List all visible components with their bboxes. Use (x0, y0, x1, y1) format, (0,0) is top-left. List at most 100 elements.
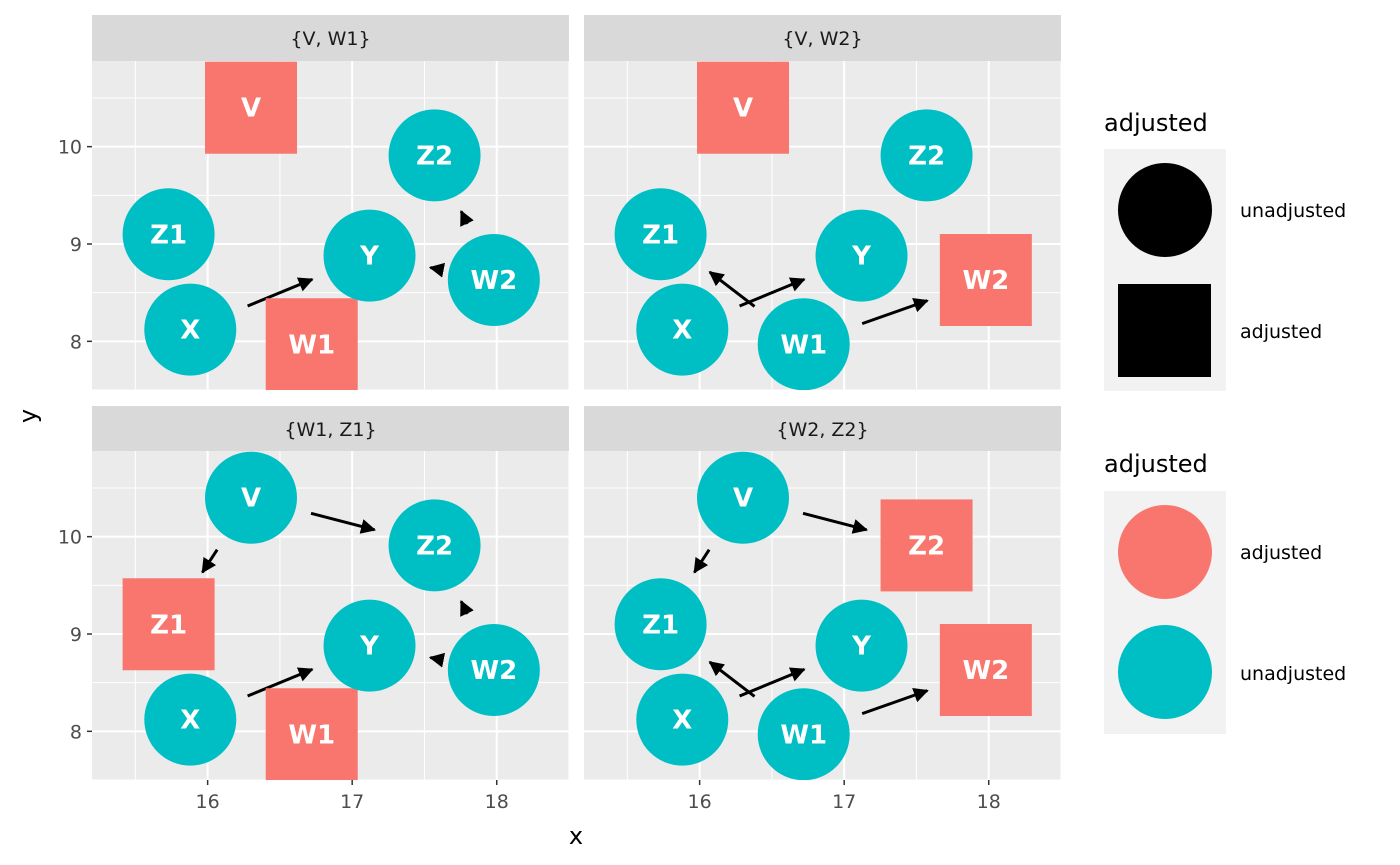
node-label: X (672, 706, 692, 736)
node-label: W2 (470, 656, 517, 686)
panel-content: V W1 W2 X Y Z1 Z2 (584, 451, 1061, 780)
legend-shape-key-square (1118, 284, 1211, 377)
edge-arrow-w1-w2 (861, 298, 929, 326)
node-w1-circle (757, 298, 850, 390)
panels-layer: {V, W1} V W1 W2 X Y Z1 Z2 8 9 10 {V, W2} V W1 W2 X Y Z1 Z2… (58, 15, 1061, 813)
node-label: Y (359, 242, 380, 272)
node-x-circle (144, 283, 237, 376)
node-label: Z1 (642, 220, 679, 250)
legend-shape-title: adjusted (1104, 109, 1208, 137)
y-tick-label: 10 (58, 527, 82, 549)
x-tick-label: 18 (977, 791, 1001, 813)
node-w1-square (265, 298, 358, 390)
node-label: Y (851, 632, 872, 662)
legend-colour: adjusted adjusted unadjusted (1104, 450, 1346, 734)
node-z2-circle (880, 109, 973, 202)
edge-arrow-x-y (247, 277, 314, 308)
edge-arrow-v-z1 (693, 548, 711, 574)
edge-arrow-v-z2 (802, 511, 869, 534)
y-tick-label: 9 (70, 624, 82, 646)
facet-panel: {V, W2} V W1 W2 X Y Z1 Z2 (584, 15, 1061, 390)
node-y-circle (323, 209, 416, 302)
node-y-circle (815, 599, 908, 692)
facet-strip-label: {V, W1} (290, 28, 370, 50)
node-label: V (733, 94, 753, 124)
node-label: X (180, 316, 200, 346)
node-label: Z1 (642, 610, 679, 640)
node-label: Z2 (416, 141, 453, 171)
facet-panel: {W1, Z1} V W1 W2 X Y Z1 Z2 8 9 10 16 17 18 (58, 406, 569, 813)
node-z2-circle (388, 109, 481, 202)
node-w2-circle (447, 234, 540, 327)
node-label: Z1 (150, 220, 187, 250)
edge-arrow-v-z1 (201, 548, 219, 574)
legend-colour-title: adjusted (1104, 450, 1208, 478)
facet-strip (584, 406, 1061, 452)
node-label: Z1 (150, 610, 187, 640)
legend-colour-key-adjusted (1118, 505, 1212, 599)
node-w2-square (939, 234, 1032, 327)
node-y-circle (815, 209, 908, 302)
node-label: Z2 (908, 531, 945, 561)
facet-strip-label: {V, W2} (782, 28, 862, 50)
node-z2-square (880, 499, 973, 592)
node-label: W1 (288, 330, 335, 360)
edge-arrow-w2-y (428, 652, 446, 668)
node-z1-circle (614, 578, 707, 671)
facet-strip (584, 15, 1061, 61)
node-label: Z2 (416, 531, 453, 561)
edge-arrow-w1-z1 (708, 270, 756, 308)
x-tick-label: 16 (688, 791, 712, 813)
edge-arrow-w2-y (428, 262, 446, 278)
node-v-circle (205, 451, 297, 544)
node-label: W1 (780, 720, 827, 750)
x-tick-label: 18 (485, 791, 509, 813)
facet-strip (92, 406, 569, 452)
x-tick-label: 17 (832, 791, 856, 813)
node-v-square (697, 61, 789, 154)
node-z2-circle (388, 499, 481, 592)
node-x-circle (144, 673, 237, 766)
y-tick-label: 10 (58, 137, 82, 159)
facet-strip (92, 15, 569, 61)
node-label: X (672, 316, 692, 346)
node-z1-circle (122, 188, 215, 281)
legend-shape-key-circle (1118, 163, 1212, 257)
y-tick-label: 8 (70, 721, 82, 743)
node-label: Y (359, 632, 380, 662)
edge-arrow-w1-w2 (861, 688, 929, 716)
legend-shape-label-unadjusted: unadjusted (1240, 200, 1346, 222)
y-tick-label: 8 (70, 331, 82, 353)
node-label: W1 (288, 720, 335, 750)
legend-colour-label-unadjusted: unadjusted (1240, 663, 1346, 685)
facet-panel: {V, W1} V W1 W2 X Y Z1 Z2 8 9 10 (58, 15, 569, 390)
panel-content: V W1 W2 X Y Z1 Z2 (584, 61, 1061, 390)
node-x-circle (636, 673, 729, 766)
edge-arrow-w1-z1 (708, 660, 756, 698)
node-label: W2 (470, 266, 517, 296)
node-label: W1 (780, 330, 827, 360)
node-v-circle (697, 451, 789, 544)
node-label: W2 (962, 656, 1009, 686)
node-w2-circle (447, 624, 540, 717)
edge-arrow-w2-z2 (459, 600, 474, 617)
y-axis-title: y (14, 409, 42, 423)
x-tick-label: 16 (196, 791, 220, 813)
legend-colour-key-unadjusted (1118, 625, 1212, 719)
node-label: Z2 (908, 141, 945, 171)
node-v-square (205, 61, 297, 154)
node-z1-circle (614, 188, 707, 281)
panel-content: V W1 W2 X Y Z1 Z2 (92, 61, 569, 390)
edge-arrow-w2-z2 (459, 210, 474, 227)
node-label: V (733, 484, 753, 514)
node-x-circle (636, 283, 729, 376)
x-tick-label: 17 (340, 791, 364, 813)
legend-shape-label-adjusted: adjusted (1240, 321, 1322, 343)
node-w1-square (265, 688, 358, 780)
x-axis-title: x (569, 822, 583, 850)
legend-shape: adjusted unadjusted adjusted (1104, 109, 1346, 391)
panel-content: V W1 W2 X Y Z1 Z2 (92, 451, 569, 780)
node-label: V (241, 484, 261, 514)
node-w1-circle (757, 688, 850, 780)
